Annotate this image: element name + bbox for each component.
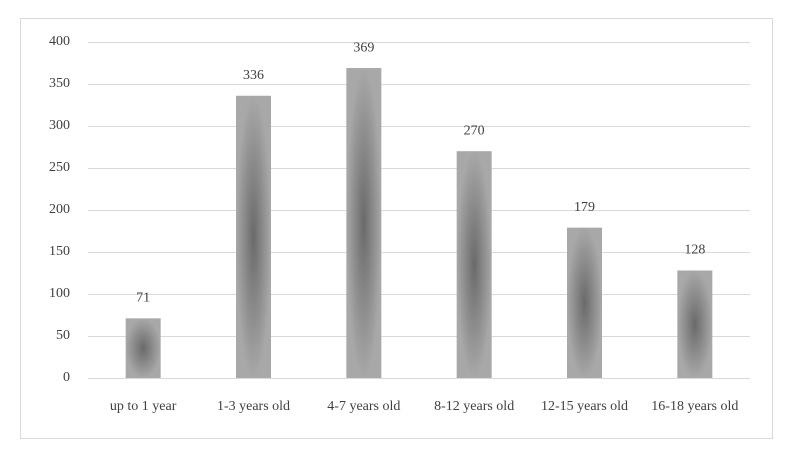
- x-tick-label: 8-12 years old: [434, 399, 514, 414]
- x-tick-label: 12-15 years old: [541, 399, 628, 414]
- x-tick-label: 4-7 years old: [327, 399, 400, 414]
- data-label: 270: [464, 123, 485, 138]
- y-tick-label: 100: [49, 286, 70, 301]
- bar: [456, 151, 492, 378]
- data-label: 179: [574, 200, 595, 215]
- x-tick-label: 1-3 years old: [217, 399, 290, 414]
- bar: [346, 68, 382, 378]
- y-tick-label: 50: [56, 328, 70, 343]
- bar: [236, 95, 271, 378]
- y-tick-label: 250: [49, 160, 70, 175]
- data-label: 336: [243, 68, 264, 83]
- y-tick-label: 350: [49, 76, 70, 91]
- y-tick-label: 0: [63, 370, 70, 385]
- y-tick-label: 300: [49, 118, 70, 133]
- x-tick-label: 16-18 years old: [651, 399, 738, 414]
- x-tick-label: up to 1 year: [110, 399, 177, 414]
- y-tick-label: 150: [49, 244, 70, 259]
- data-label: 369: [353, 40, 374, 55]
- bar: [677, 270, 713, 378]
- bar: [125, 318, 161, 378]
- data-label: 128: [684, 243, 705, 258]
- bar: [567, 227, 602, 378]
- y-tick-label: 400: [49, 34, 70, 49]
- y-tick-label: 200: [49, 202, 70, 217]
- data-label: 71: [136, 291, 150, 306]
